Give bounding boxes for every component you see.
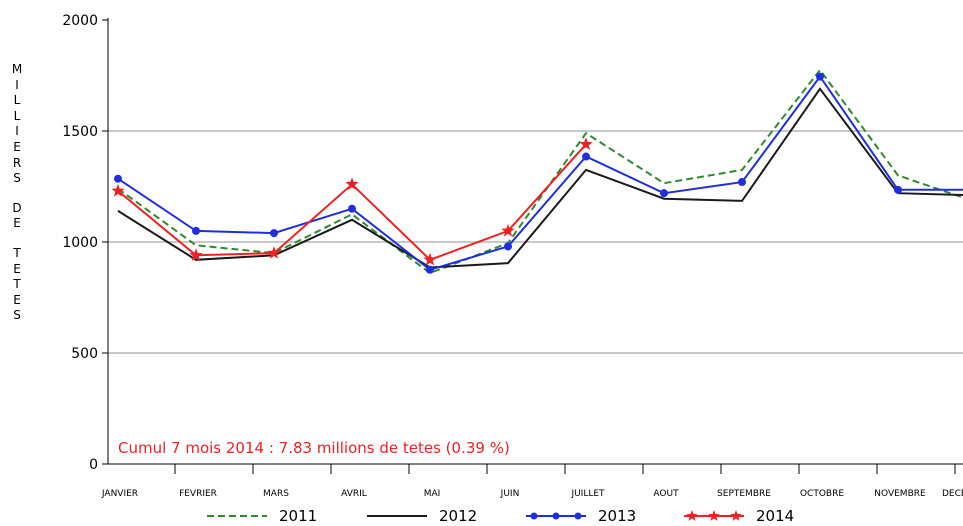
data-point	[504, 242, 512, 251]
x-tick-label: MAI	[424, 489, 441, 499]
x-tick-label: AVRIL	[341, 489, 367, 499]
y-axis-ticks: 0 500 1000 1500 2000	[62, 13, 108, 473]
data-point	[270, 229, 278, 238]
y-axis-title-letter: L	[13, 108, 21, 123]
y-tick-label: 1000	[62, 235, 98, 251]
x-tick-label: NOVEMBRE	[874, 489, 926, 499]
data-point	[345, 177, 359, 190]
series-2014	[111, 137, 593, 266]
x-tick-label: OCTOBRE	[800, 489, 844, 499]
data-point	[738, 178, 746, 187]
data-point	[348, 204, 356, 213]
y-axis-title-letter: E	[13, 139, 21, 154]
chart-annotation: Cumul 7 mois 2014 : 7.83 millions de tet…	[118, 439, 510, 457]
data-point	[267, 246, 281, 259]
data-point	[501, 223, 515, 237]
legend-item: 2011	[207, 507, 317, 525]
legend-marker	[730, 510, 742, 521]
y-tick-label: 500	[71, 346, 98, 362]
legend-item: 2012	[367, 507, 477, 525]
x-tick-label: JUILLET	[570, 489, 605, 499]
x-axis-ticks: JANVIER FEVRIER MARS AVRIL MAI JUIN JUILLET AOU…	[101, 464, 963, 499]
legend: 2011 2012 2013 2014	[207, 507, 794, 525]
data-point	[816, 72, 824, 81]
x-tick-label: JUIN	[500, 489, 520, 499]
data-point	[423, 252, 437, 266]
legend-marker	[708, 510, 720, 521]
x-tick-label: JANVIER	[101, 489, 138, 499]
legend-item: 2014	[684, 507, 794, 525]
data-point	[111, 183, 125, 197]
y-axis-title-letter: M	[11, 62, 23, 76]
axes	[107, 18, 963, 465]
data-point	[579, 137, 593, 150]
y-axis-title-letter: E	[13, 216, 21, 231]
data-point	[114, 174, 122, 183]
legend-item: 2013	[526, 507, 636, 525]
legend-marker	[574, 512, 582, 520]
data-point	[660, 189, 668, 198]
legend-marker	[552, 512, 560, 520]
y-tick-label: 0	[89, 457, 98, 473]
legend-label: 2013	[598, 507, 636, 525]
x-tick-label: FEVRIER	[179, 489, 217, 499]
y-axis-title-letter: S	[13, 171, 21, 186]
series-2012	[117, 87, 963, 269]
data-point	[189, 248, 203, 261]
legend-marker	[686, 510, 698, 521]
data-point	[426, 265, 434, 274]
y-tick-label: 1500	[62, 124, 98, 140]
series-lines	[111, 68, 963, 275]
x-tick-label: MARS	[263, 489, 289, 499]
y-tick-label: 2000	[62, 13, 98, 29]
series-line	[117, 74, 963, 271]
y-axis-title-letter: I	[15, 124, 19, 139]
gridlines	[108, 130, 963, 354]
y-axis-title-letter: E	[13, 292, 21, 307]
y-axis-title-letter: T	[13, 245, 21, 260]
y-axis-title-letter: R	[12, 155, 22, 170]
y-axis-title-letter: S	[13, 308, 21, 323]
series-2013	[114, 72, 963, 274]
x-tick-label: DECE	[942, 489, 963, 499]
y-axis-title-letter: E	[13, 261, 21, 276]
legend-label: 2014	[756, 507, 794, 525]
y-axis-title-letter: D	[12, 200, 22, 215]
x-tick-label: AOUT	[653, 489, 679, 499]
series-line	[117, 87, 963, 269]
data-point	[192, 226, 200, 235]
legend-marker	[530, 512, 538, 520]
data-point	[582, 152, 590, 161]
data-point	[894, 185, 902, 194]
y-axis-title-letter: T	[13, 277, 21, 292]
legend-label: 2011	[279, 507, 317, 525]
y-axis-title-letter: L	[13, 93, 21, 108]
legend-label: 2012	[439, 507, 477, 525]
x-tick-label: SEPTEMBRE	[717, 489, 771, 499]
y-axis-title-letter: I	[15, 77, 19, 92]
